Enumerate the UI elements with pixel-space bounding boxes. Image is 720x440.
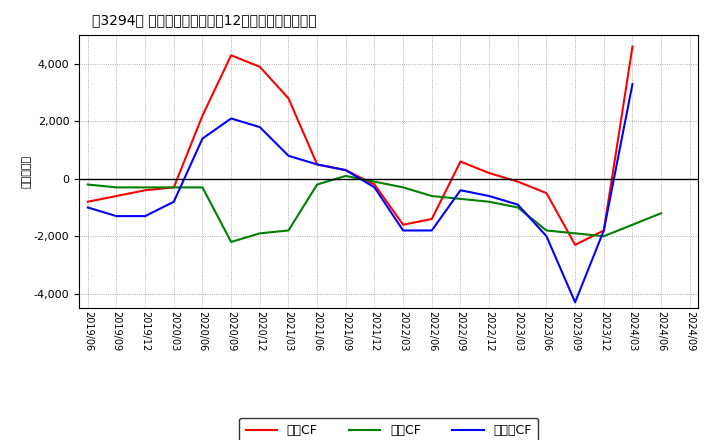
営業CF [256,64,264,70]
営業CF [428,216,436,222]
営業CF [456,159,465,164]
投資CF [141,185,150,190]
投資CF [169,185,178,190]
営業CF [169,185,178,190]
フリーCF [169,199,178,205]
Y-axis label: （百万円）: （百万円） [21,155,31,188]
営業CF [370,182,379,187]
営業CF [513,179,522,184]
フリーCF [84,205,92,210]
Line: 投資CF: 投資CF [88,176,661,242]
営業CF [628,44,636,49]
営業CF [112,193,121,198]
投資CF [571,231,580,236]
フリーCF [428,228,436,233]
フリーCF [370,185,379,190]
投資CF [112,185,121,190]
投資CF [657,211,665,216]
Text: ［3294］ キャッシュフローの12か月移動合計の推移: ［3294］ キャッシュフローの12か月移動合計の推移 [91,13,316,27]
フリーCF [284,153,293,158]
フリーCF [399,228,408,233]
営業CF [84,199,92,205]
投資CF [312,182,321,187]
投資CF [227,239,235,245]
フリーCF [227,116,235,121]
投資CF [513,205,522,210]
フリーCF [341,168,350,173]
Line: 営業CF: 営業CF [88,47,632,245]
フリーCF [571,300,580,305]
投資CF [370,179,379,184]
投資CF [485,199,493,205]
営業CF [312,162,321,167]
投資CF [628,222,636,227]
営業CF [227,53,235,58]
フリーCF [256,125,264,130]
投資CF [256,231,264,236]
投資CF [600,234,608,239]
投資CF [542,228,551,233]
フリーCF [485,193,493,198]
投資CF [341,173,350,179]
営業CF [341,168,350,173]
フリーCF [141,213,150,219]
投資CF [198,185,207,190]
営業CF [571,242,580,247]
フリーCF [513,202,522,207]
投資CF [284,228,293,233]
フリーCF [600,228,608,233]
営業CF [600,228,608,233]
フリーCF [312,162,321,167]
フリーCF [628,81,636,87]
Legend: 営業CF, 投資CF, フリーCF: 営業CF, 投資CF, フリーCF [239,418,539,440]
投資CF [428,193,436,198]
営業CF [542,191,551,196]
営業CF [141,187,150,193]
フリーCF [112,213,121,219]
フリーCF [198,136,207,141]
フリーCF [542,234,551,239]
営業CF [284,96,293,101]
投資CF [456,196,465,202]
営業CF [198,113,207,118]
フリーCF [456,187,465,193]
営業CF [485,170,493,176]
投資CF [399,185,408,190]
Line: フリーCF: フリーCF [88,84,632,302]
営業CF [399,222,408,227]
投資CF [84,182,92,187]
